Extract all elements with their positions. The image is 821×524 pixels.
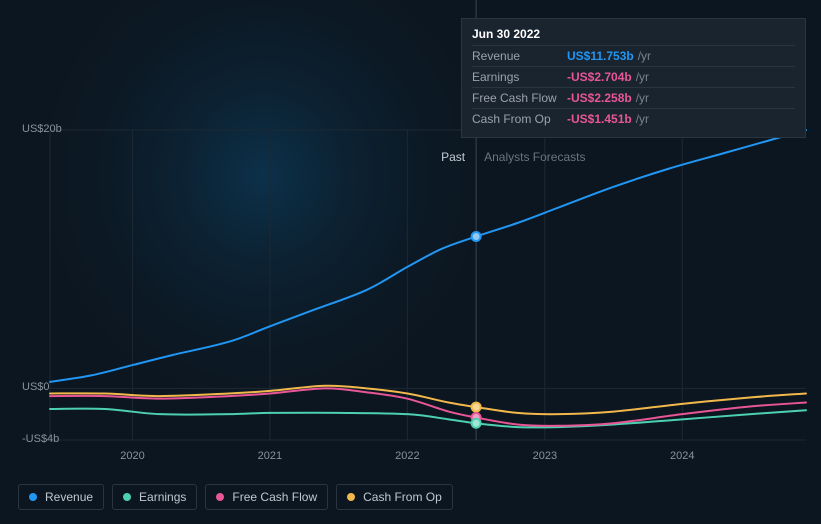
legend-dot-icon [29, 493, 37, 501]
y-axis-label: US$0 [22, 381, 50, 393]
tooltip-row-label: Cash From Op [472, 112, 567, 126]
tooltip-row-unit: /yr [636, 70, 649, 84]
marker-cfo [472, 403, 481, 412]
tooltip-row-label: Revenue [472, 49, 567, 63]
tooltip-row-value: -US$2.704b [567, 70, 632, 84]
tooltip-row-unit: /yr [638, 49, 651, 63]
tooltip-row-value: -US$1.451b [567, 112, 632, 126]
tooltip-row-unit: /yr [636, 112, 649, 126]
legend-item-label: Cash From Op [363, 490, 442, 504]
tooltip-row: RevenueUS$11.753b/yr [472, 45, 795, 66]
x-axis-label: 2021 [258, 450, 282, 462]
legend-item-label: Earnings [139, 490, 186, 504]
tooltip-row-value: US$11.753b [567, 49, 634, 63]
x-axis-label: 2024 [670, 450, 694, 462]
y-axis-label: -US$4b [22, 433, 59, 445]
y-axis-label: US$20b [22, 123, 62, 135]
tooltip-row: Free Cash Flow-US$2.258b/yr [472, 87, 795, 108]
tooltip-row-label: Free Cash Flow [472, 91, 567, 105]
legend-dot-icon [123, 493, 131, 501]
legend-item-earnings[interactable]: Earnings [112, 484, 197, 510]
tooltip-row: Cash From Op-US$1.451b/yr [472, 108, 795, 129]
legend-dot-icon [347, 493, 355, 501]
tooltip-row-value: -US$2.258b [567, 91, 632, 105]
tooltip-row-unit: /yr [636, 91, 649, 105]
x-axis-label: 2022 [395, 450, 419, 462]
tooltip-date: Jun 30 2022 [472, 27, 795, 45]
marker-revenue [472, 232, 481, 241]
marker-earnings [472, 419, 481, 428]
legend-dot-icon [216, 493, 224, 501]
legend-item-label: Free Cash Flow [232, 490, 317, 504]
legend-item-revenue[interactable]: Revenue [18, 484, 104, 510]
tooltip-row-label: Earnings [472, 70, 567, 84]
legend-item-fcf[interactable]: Free Cash Flow [205, 484, 328, 510]
forecast-region-label: Analysts Forecasts [484, 150, 585, 164]
past-region-label: Past [441, 150, 465, 164]
chart-tooltip: Jun 30 2022 RevenueUS$11.753b/yrEarnings… [461, 18, 806, 138]
tooltip-row: Earnings-US$2.704b/yr [472, 66, 795, 87]
x-axis-label: 2020 [120, 450, 144, 462]
chart-legend: Revenue Earnings Free Cash Flow Cash From O… [18, 484, 453, 510]
legend-item-cfo[interactable]: Cash From Op [336, 484, 453, 510]
x-axis-label: 2023 [533, 450, 557, 462]
legend-item-label: Revenue [45, 490, 93, 504]
